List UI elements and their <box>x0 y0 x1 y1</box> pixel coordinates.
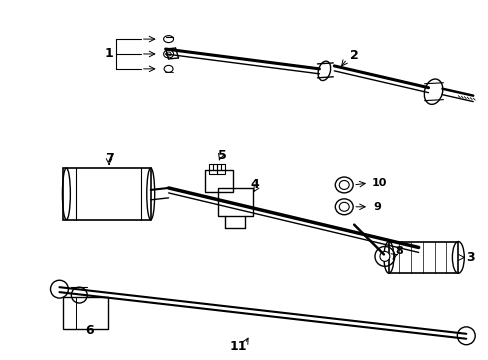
Text: 11: 11 <box>229 340 246 353</box>
Circle shape <box>379 251 389 261</box>
Text: 9: 9 <box>372 202 380 212</box>
Text: 7: 7 <box>104 152 113 165</box>
Text: 2: 2 <box>349 49 358 63</box>
Bar <box>209 164 217 174</box>
Bar <box>205 170 233 192</box>
Text: 5: 5 <box>217 149 226 162</box>
Bar <box>218 188 252 216</box>
Text: 6: 6 <box>85 324 93 337</box>
Bar <box>63 168 150 220</box>
Text: 1: 1 <box>104 48 113 60</box>
Text: 10: 10 <box>370 178 386 188</box>
Text: 8: 8 <box>394 247 402 256</box>
Text: 3: 3 <box>465 251 473 264</box>
Bar <box>388 242 457 273</box>
Bar <box>217 164 224 174</box>
Text: 4: 4 <box>250 179 259 192</box>
Bar <box>63 297 108 329</box>
